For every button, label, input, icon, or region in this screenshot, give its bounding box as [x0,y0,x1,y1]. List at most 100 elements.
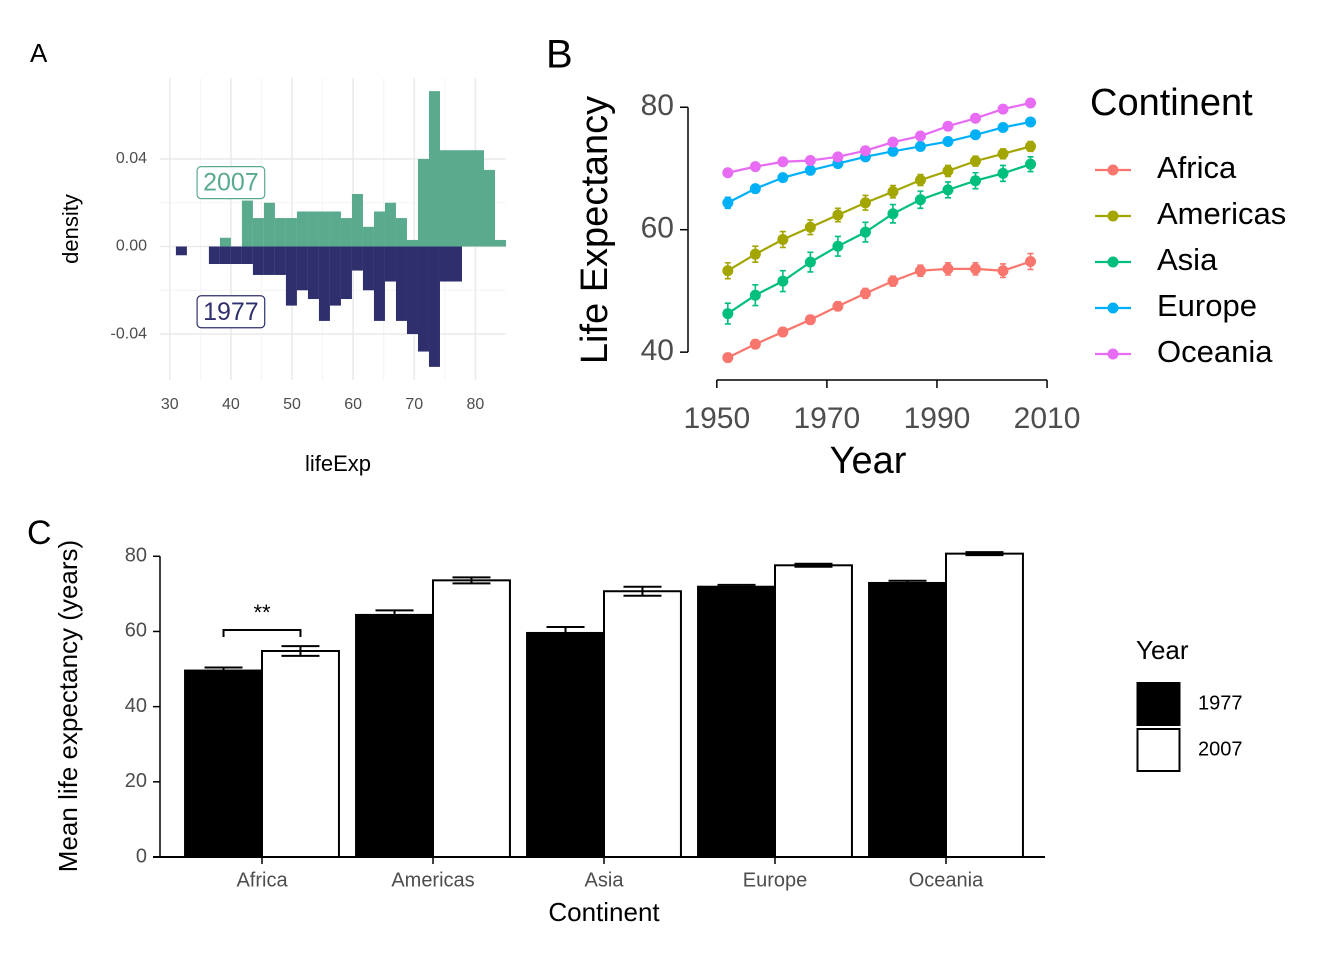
annotation: 2007 [203,169,259,197]
histogram-bar [351,246,363,271]
histogram-bar [285,246,297,306]
y-tick-label: 80 [641,89,674,122]
point [749,289,761,301]
histogram-bar [307,211,319,247]
x-tick-label: 60 [344,396,362,413]
y-tick-label: 60 [125,620,147,642]
point [914,194,926,206]
point [722,197,734,209]
histogram-bar [340,218,352,247]
point [1025,116,1037,128]
y-tick-label: 60 [641,212,674,245]
x-tick-label: 1990 [904,402,971,435]
histogram-bar [439,246,451,282]
x-tick-label: 50 [283,396,301,413]
histogram-bar [329,246,341,306]
x-tick-label: Americas [391,869,474,891]
point [777,172,789,184]
point [1025,256,1037,268]
y-tick-label: -0.04 [111,325,148,342]
histogram-bar [384,202,396,247]
legend-label: 1977 [1198,692,1243,714]
point [777,275,789,287]
x-tick-label: Africa [236,869,288,891]
x-tick-label: Oceania [909,869,984,891]
histogram-bar [307,246,319,300]
point [804,256,816,268]
legend-title: Year [1136,635,1189,665]
point [722,352,734,364]
point [832,209,844,221]
histogram-bar [428,246,440,367]
error-bar [375,609,414,621]
point [942,184,954,196]
bar [868,581,947,858]
x-tick-label: Asia [585,869,625,891]
panel-label: B [546,33,573,77]
error-bar [717,583,756,590]
point [997,103,1009,115]
legend-key-point [1107,348,1119,360]
legend-label: 2007 [1198,738,1243,760]
x-axis-title: Year [830,440,907,482]
point [1025,140,1037,152]
y-axis-title: Mean life expectancy (years) [53,540,83,872]
histogram-bar [219,237,231,247]
point [914,130,926,142]
point [804,314,816,326]
point [804,164,816,176]
bar [697,585,776,858]
y-tick-label: 80 [125,545,147,567]
histogram-bar [296,211,308,247]
point [997,121,1009,133]
point [749,183,761,195]
histogram-bar [252,246,264,275]
x-tick-label: 70 [405,396,423,413]
point [832,300,844,312]
point [804,155,816,167]
legend-label: Americas [1157,196,1286,231]
significance-bracket [222,628,302,637]
panel-label: C [27,514,52,552]
point [887,145,899,157]
histogram-bar [439,150,451,247]
histogram-bar [373,211,385,247]
x-axis-title: lifeExp [305,451,371,476]
point [969,129,981,141]
histogram-bar [406,239,418,247]
point [942,136,954,148]
point [777,233,789,245]
histogram-bar [175,246,187,256]
histogram-bar [472,150,484,247]
point [887,208,899,220]
point [749,338,761,350]
point [914,174,926,186]
bar [945,552,1024,859]
histogram-bar [395,246,407,321]
point [942,120,954,132]
legend-key-point [1107,164,1119,176]
histogram-bar [340,246,352,300]
histogram-bar [362,226,374,247]
point [887,186,899,198]
point [859,287,871,299]
histogram-bar [230,246,242,265]
point [722,265,734,277]
point [942,263,954,275]
point [832,240,844,252]
error-bar [452,576,491,585]
legend-key-point [1107,256,1119,268]
point [722,167,734,179]
x-tick-label: 40 [222,396,240,413]
x-axis-title: Continent [548,897,660,927]
y-axis-title: density [58,194,83,264]
bar [526,631,605,858]
histogram-bar [263,246,275,275]
point [859,226,871,238]
y-tick-label: 0.00 [116,238,147,255]
point [969,155,981,167]
annotation-box [196,166,266,200]
legend-label: Asia [1157,242,1218,277]
point [749,248,761,260]
histogram-bar [274,246,286,275]
